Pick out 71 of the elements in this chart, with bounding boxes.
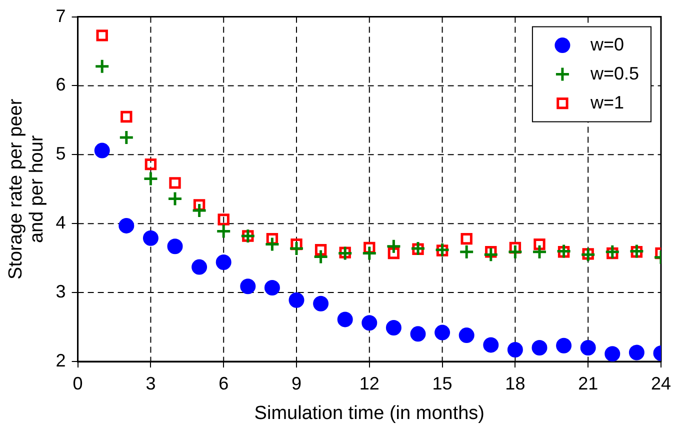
point (288, 292, 304, 308)
point (458, 328, 474, 344)
point (458, 244, 474, 260)
point (386, 238, 402, 254)
point (96, 30, 108, 42)
point (534, 238, 546, 250)
point (264, 236, 280, 252)
point (167, 238, 183, 254)
point (192, 202, 208, 218)
point (556, 243, 572, 259)
point (142, 230, 158, 246)
point (507, 244, 523, 260)
point (337, 312, 353, 328)
point (169, 177, 181, 189)
x-axis-title: Simulation time (in months) (254, 402, 484, 424)
point (580, 340, 596, 356)
point (337, 246, 353, 262)
legend-label: w=0.5 (589, 63, 640, 84)
point (628, 243, 644, 259)
point (628, 344, 644, 360)
x-tick-label: 9 (291, 373, 302, 394)
x-tick-label: 18 (505, 373, 526, 394)
y-tick-label: 7 (56, 6, 66, 26)
y-tick-label: 5 (56, 144, 66, 164)
point (410, 326, 426, 342)
legend-label: w=1 (589, 92, 624, 112)
point (556, 338, 572, 354)
y-tick-label: 6 (56, 74, 66, 95)
x-tick-label: 24 (650, 373, 672, 394)
point (142, 171, 158, 187)
point (483, 337, 499, 353)
point (532, 340, 548, 356)
point (144, 158, 157, 170)
point (218, 214, 230, 226)
y-axis-title: Storage rate per peer and per hour (6, 98, 48, 280)
point (604, 346, 620, 362)
point (94, 58, 110, 74)
point (362, 315, 378, 331)
point (604, 244, 620, 260)
x-tick-label: 0 (72, 373, 83, 394)
point (118, 218, 134, 234)
point (362, 246, 378, 262)
point (483, 246, 499, 262)
point (240, 278, 256, 294)
y-tick-label: 3 (56, 282, 66, 302)
point (388, 247, 400, 260)
point (167, 191, 183, 207)
legend-label: w=0 (589, 34, 624, 54)
point (192, 259, 208, 275)
point (288, 240, 304, 256)
y-tick-label: 4 (56, 212, 66, 233)
point (118, 130, 134, 146)
point (120, 110, 132, 123)
x-tick-label: 6 (218, 373, 229, 394)
point (386, 320, 402, 336)
x-tick-label: 21 (578, 373, 598, 394)
point (314, 244, 327, 256)
x-tick-label: 12 (359, 373, 380, 394)
point (532, 244, 548, 260)
point (434, 324, 450, 340)
point (507, 342, 523, 358)
point (216, 223, 232, 239)
point (94, 142, 110, 158)
point (264, 280, 280, 296)
x-tick-label: 3 (146, 373, 156, 394)
point (313, 248, 329, 264)
y-tick-label: 2 (56, 350, 66, 370)
x-tick-label: 15 (432, 373, 452, 394)
point (460, 232, 472, 245)
point (216, 254, 232, 270)
point (313, 296, 329, 312)
